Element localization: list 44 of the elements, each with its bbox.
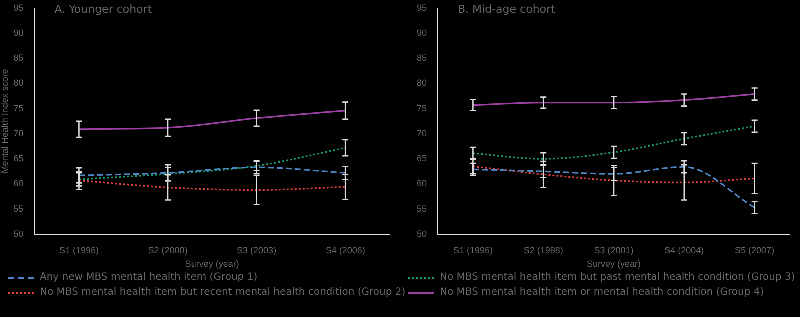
x-axis-title: Survey (year) bbox=[587, 259, 642, 270]
y-axis-title: Mental Health Index score bbox=[0, 69, 10, 174]
x-tick-label: S4 (2006) bbox=[326, 245, 366, 256]
legend-label: No MBS mental health item but recent mental health condition (Group 2) bbox=[40, 286, 406, 300]
legend-label: No MBS mental health item or mental health condition (Group 4) bbox=[440, 286, 764, 300]
x-axis-title: Survey (year) bbox=[185, 259, 240, 270]
y-tick-label: 50 bbox=[416, 228, 428, 239]
y-tick-label: 90 bbox=[14, 28, 24, 38]
chart-title: A. Younger cohort bbox=[54, 2, 153, 16]
line-series bbox=[472, 166, 756, 209]
x-tick-label: S3 (2001) bbox=[594, 245, 634, 256]
line-series bbox=[472, 93, 756, 106]
line-series bbox=[472, 166, 756, 184]
line-series bbox=[78, 180, 346, 192]
y-tick-label: 75 bbox=[14, 103, 24, 114]
y-tick-label: 90 bbox=[416, 28, 428, 38]
x-tick-label: S4 (2004) bbox=[664, 245, 704, 256]
x-tick-label: S1 (1996) bbox=[59, 245, 99, 256]
line-series bbox=[78, 147, 346, 180]
legend-label: No MBS mental health item but past mental health condition (Group 3) bbox=[440, 271, 796, 285]
legend-label: Any new MBS mental health item (Group 1) bbox=[40, 271, 258, 285]
y-tick-label: 70 bbox=[416, 128, 428, 138]
y-tick-label: 65 bbox=[14, 154, 24, 164]
y-tick-label: 60 bbox=[14, 178, 24, 189]
x-tick-label: S1 (1996) bbox=[453, 245, 493, 256]
y-tick-label: 95 bbox=[14, 2, 24, 13]
y-tick-label: 55 bbox=[14, 204, 24, 214]
y-tick-label: 70 bbox=[14, 128, 24, 138]
y-tick-label: 55 bbox=[416, 204, 428, 214]
x-tick-label: S3 (2003) bbox=[237, 245, 277, 256]
y-tick-label: 75 bbox=[416, 103, 428, 114]
y-tick-label: 85 bbox=[14, 53, 24, 64]
chart-title: B. Mid-age cohort bbox=[458, 2, 556, 16]
x-tick-label: S2 (1998) bbox=[524, 245, 564, 256]
y-tick-label: 80 bbox=[14, 78, 24, 88]
y-tick-label: 95 bbox=[416, 2, 428, 13]
y-tick-label: 65 bbox=[416, 154, 428, 164]
y-tick-label: 85 bbox=[416, 53, 428, 64]
x-tick-label: S5 (2007) bbox=[735, 245, 775, 256]
y-tick-label: 60 bbox=[416, 178, 428, 189]
y-tick-label: 80 bbox=[416, 78, 428, 88]
x-tick-label: S2 (2000) bbox=[148, 245, 188, 256]
line-series bbox=[78, 110, 346, 130]
y-tick-label: 50 bbox=[14, 228, 24, 239]
